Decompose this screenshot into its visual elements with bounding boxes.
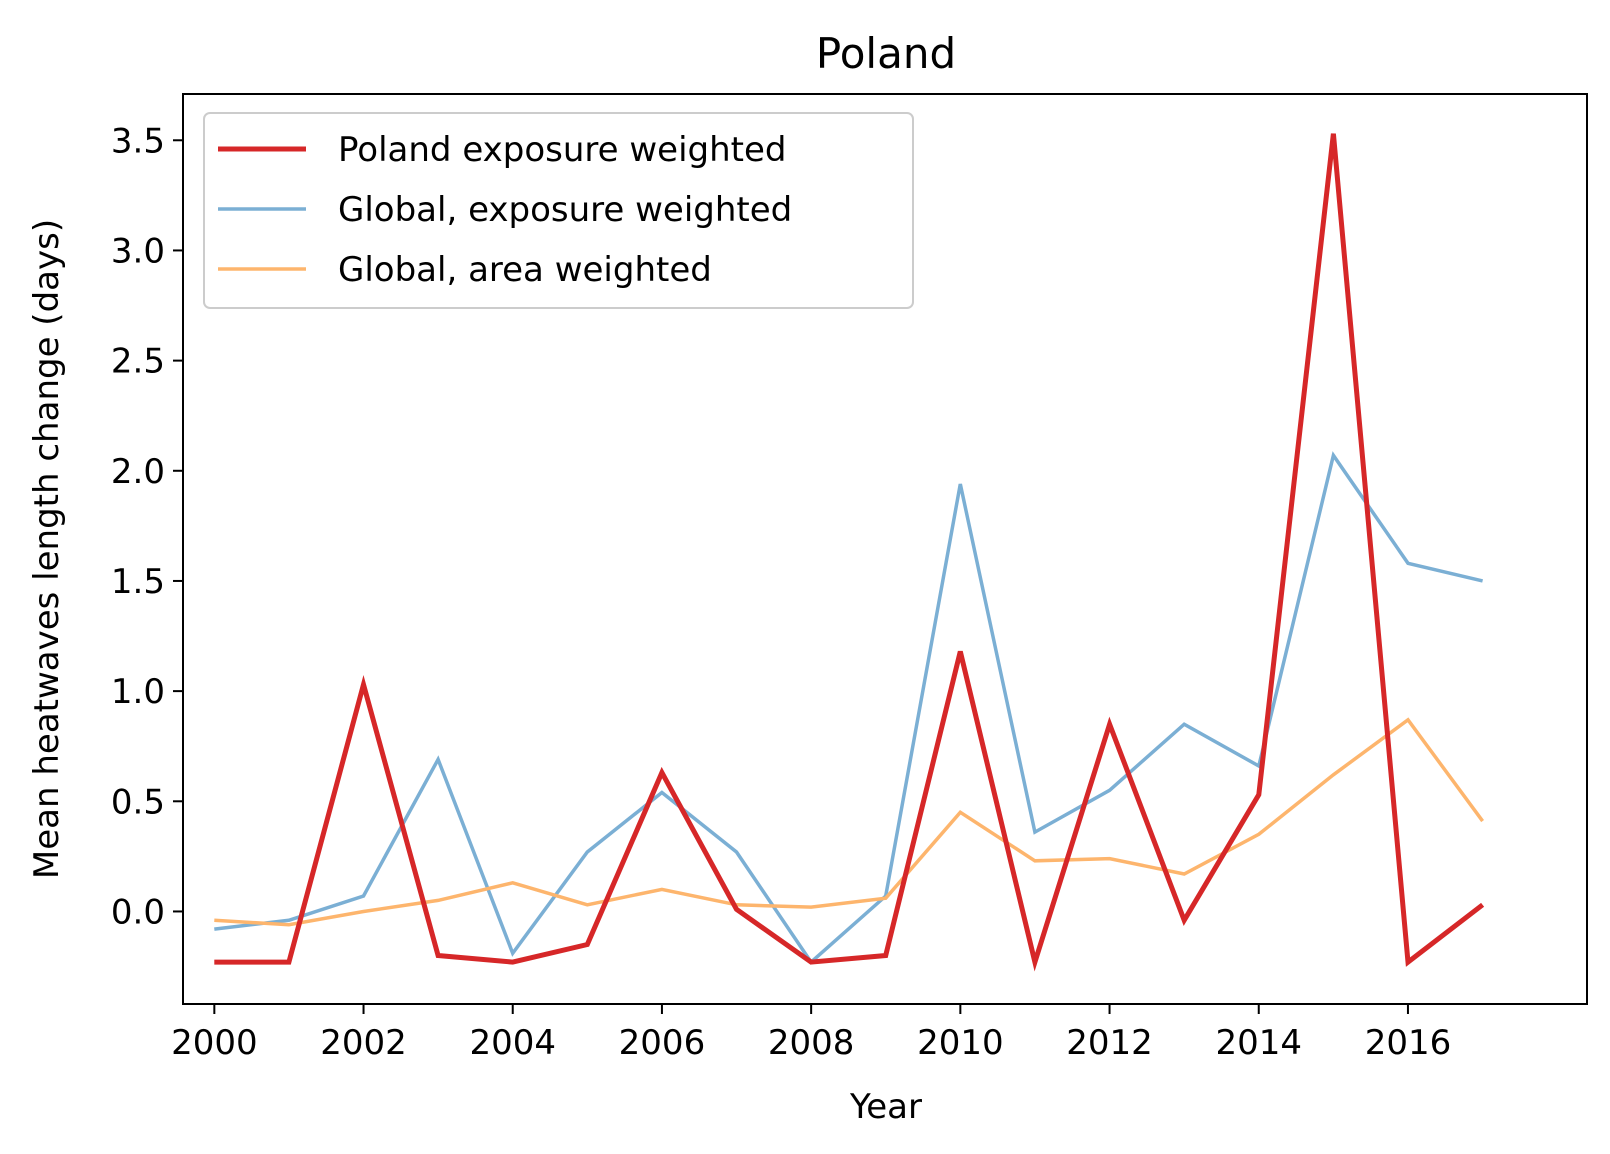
x-tick-label: 2006 [619,1023,706,1063]
y-tick-label: 0.0 [111,892,165,932]
series-line-1 [214,451,1484,965]
x-tick-label: 2004 [469,1023,556,1063]
x-axis: 2000 2002 2004 2006 2008 2010 2012 2014 2016 [171,1004,1451,1063]
x-tick-label: 2000 [171,1023,258,1063]
legend-label: Global, area weighted [338,250,712,290]
y-axis: 0.0 0.5 1.0 1.5 2.0 2.5 3.0 3.5 [111,121,183,932]
chart-title: Poland [816,29,956,78]
y-tick-label: 1.0 [111,672,165,712]
y-tick-label: 3.5 [111,121,165,161]
y-tick-label: 0.5 [111,782,165,822]
x-tick-label: 2010 [917,1023,1004,1063]
y-axis-label: Mean heatwaves length change (days) [27,219,67,879]
x-tick-label: 2012 [1066,1023,1153,1063]
legend-label: Poland exposure weighted [338,130,787,170]
y-tick-label: 3.0 [111,231,165,271]
y-tick-label: 1.5 [111,562,165,602]
x-axis-label: Year [849,1087,922,1127]
plot-frame [182,93,1588,1005]
series-line-0 [214,133,1485,972]
y-tick-label: 2.5 [111,342,165,382]
legend-label: Global, exposure weighted [338,190,792,230]
x-tick-label: 2016 [1365,1023,1452,1063]
legend: Poland exposure weighted Global, exposure… [203,112,914,309]
y-tick-label: 2.0 [111,452,165,492]
x-tick-label: 2002 [320,1023,407,1063]
legend-box [203,112,914,309]
x-tick-label: 2014 [1215,1023,1302,1063]
x-tick-label: 2008 [768,1023,855,1063]
series-lines [214,133,1485,972]
